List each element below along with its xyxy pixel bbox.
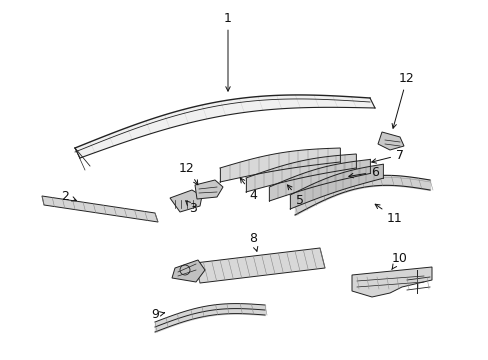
Polygon shape — [220, 148, 339, 182]
Polygon shape — [351, 267, 431, 297]
Text: 9: 9 — [151, 309, 164, 321]
Polygon shape — [75, 95, 374, 158]
Text: 4: 4 — [240, 178, 256, 202]
Text: 12: 12 — [391, 72, 414, 128]
Text: 10: 10 — [391, 252, 407, 270]
Text: 11: 11 — [374, 204, 402, 225]
Text: 1: 1 — [224, 12, 231, 91]
Text: 2: 2 — [61, 189, 76, 202]
Polygon shape — [170, 190, 202, 212]
Text: 12: 12 — [179, 162, 198, 185]
Polygon shape — [377, 132, 403, 150]
Text: 8: 8 — [248, 231, 257, 251]
Polygon shape — [195, 180, 223, 199]
Text: 3: 3 — [185, 201, 197, 215]
Polygon shape — [195, 248, 325, 283]
Polygon shape — [172, 260, 204, 282]
Text: 5: 5 — [287, 185, 304, 207]
Text: 6: 6 — [348, 166, 378, 179]
Polygon shape — [245, 154, 355, 192]
Polygon shape — [269, 159, 369, 201]
Text: 7: 7 — [371, 149, 403, 163]
Polygon shape — [42, 196, 158, 222]
Polygon shape — [289, 164, 383, 209]
